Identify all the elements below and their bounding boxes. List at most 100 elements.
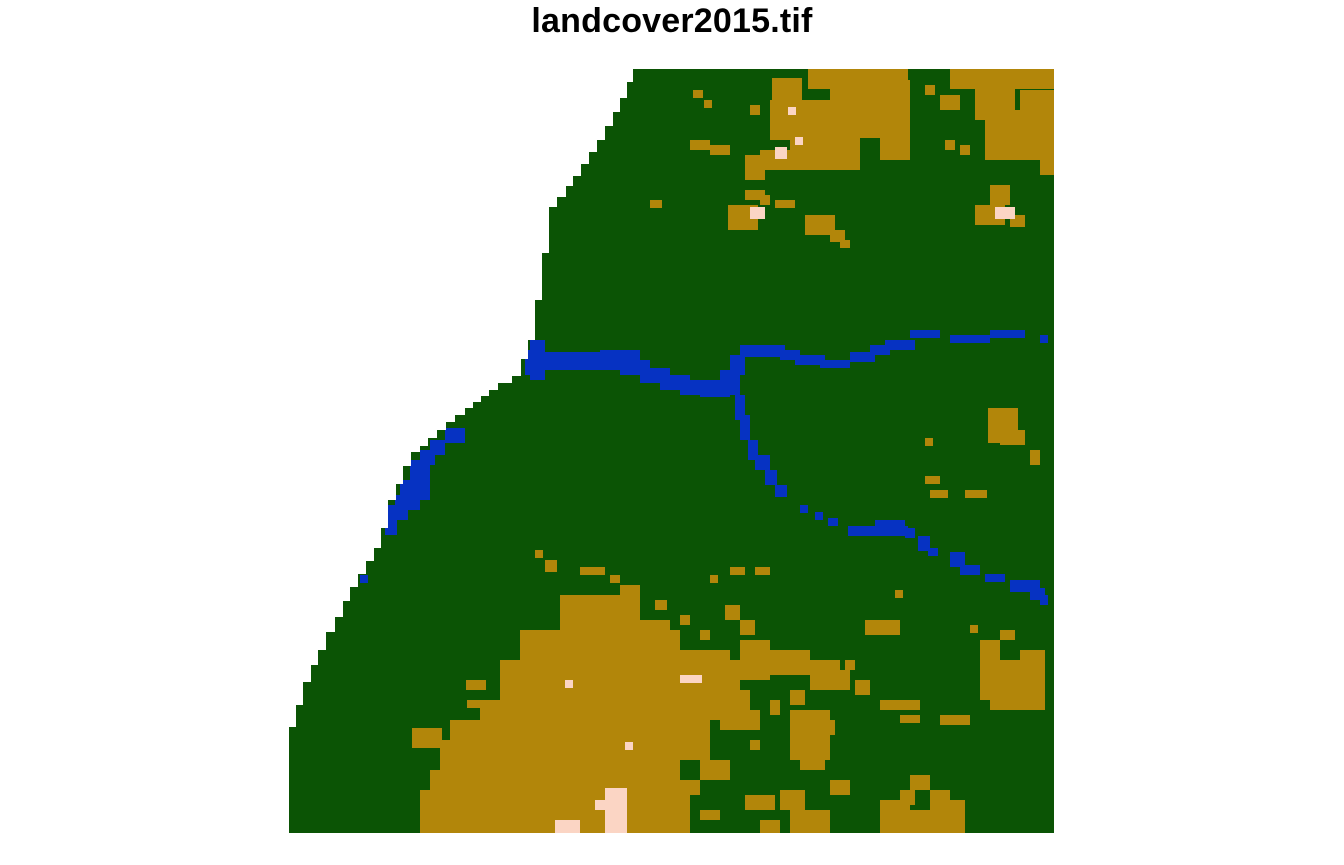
grassland-cell (740, 620, 755, 635)
grassland-cell (990, 700, 1010, 710)
grassland-cell (730, 567, 745, 575)
water-cell (775, 485, 787, 497)
water-cell (960, 565, 980, 575)
grassland-cell (900, 790, 915, 805)
grassland-cell (1030, 700, 1045, 710)
grassland-cell (725, 605, 740, 620)
water-river (360, 330, 1048, 605)
barren-cell (605, 788, 627, 833)
water-cell (990, 330, 1025, 338)
grassland-cell (710, 575, 718, 583)
water-cell (905, 528, 915, 538)
grassland-cell (845, 660, 855, 670)
grassland-cell (760, 195, 770, 205)
grassland-cell (880, 800, 910, 833)
water-cell (815, 512, 823, 520)
barren-cell (788, 107, 796, 115)
map-title: landcover2015.tif (531, 2, 813, 40)
barren-cell (795, 137, 803, 145)
grassland-cell (820, 150, 850, 170)
grassland-cell (790, 810, 830, 833)
grassland-cell (800, 740, 825, 770)
grassland-cell (1000, 430, 1025, 445)
grassland-cell (830, 670, 850, 690)
water-cell (828, 518, 838, 526)
water-cell (885, 340, 915, 350)
water-cell (800, 505, 808, 513)
grassland-cell (630, 760, 680, 790)
grassland-cell (660, 790, 690, 833)
grassland-cell (420, 790, 450, 833)
grassland-cell (467, 700, 482, 708)
grassland-cell (545, 560, 557, 572)
water-cell (848, 526, 908, 536)
grassland-cell (910, 775, 930, 790)
grassland-cell (805, 215, 835, 235)
grassland-cell (895, 590, 903, 598)
grassland-cell (840, 240, 850, 248)
grassland-cell (855, 680, 870, 695)
grassland-cell (750, 740, 760, 750)
water-cell (740, 345, 785, 357)
water-cell (730, 355, 745, 375)
water-cell (850, 352, 875, 362)
grassland-cell (700, 630, 710, 640)
barren-cell (995, 207, 1015, 219)
grassland-cell (820, 720, 835, 735)
grassland-cell (925, 85, 935, 95)
grassland-cell (650, 200, 662, 208)
water-cell (445, 428, 465, 443)
grassland-cell (940, 820, 965, 833)
water-cell (388, 505, 408, 520)
grassland-cell (704, 100, 712, 108)
water-cell (950, 335, 990, 343)
water-cell (385, 520, 397, 535)
grassland-cell (830, 780, 850, 795)
water-cell (780, 350, 800, 360)
grassland-cell (760, 820, 780, 833)
water-cell (748, 440, 758, 460)
grassland-cell (700, 760, 730, 780)
water-cell (950, 552, 965, 567)
grassland-cell (680, 780, 700, 795)
grassland-cell (940, 95, 960, 110)
grassland-cell (620, 585, 640, 600)
grassland-cell (925, 438, 933, 446)
water-cell (765, 470, 777, 485)
water-cell (720, 370, 740, 395)
grassland-cell (945, 140, 955, 150)
grassland-cell (960, 145, 970, 155)
grassland-cell (775, 200, 795, 208)
grassland-cell (655, 600, 667, 610)
water-cell (755, 455, 770, 470)
grassland-cell (700, 810, 720, 820)
water-cell (910, 330, 940, 338)
grassland-cell (900, 715, 920, 723)
water-cell (735, 395, 745, 420)
grassland-cell (680, 615, 690, 625)
grassland-cell (745, 710, 760, 730)
barren-cell (750, 207, 765, 219)
grassland-cell (925, 476, 940, 484)
grassland-cell (412, 728, 442, 748)
water-cell (360, 575, 368, 583)
water-cell (820, 360, 850, 368)
grassland-cell (650, 720, 710, 760)
grassland-cell (880, 100, 910, 160)
grassland-cell (965, 490, 987, 498)
grassland-cell (745, 795, 775, 810)
grassland-cell (1030, 450, 1040, 465)
water-cell (918, 536, 930, 551)
barren-cell (775, 147, 787, 159)
grassland-cell (466, 680, 486, 690)
grassland-cell (790, 650, 810, 675)
grassland-cell (640, 620, 670, 660)
water-cell (928, 548, 938, 556)
water-cell (410, 460, 430, 480)
water-cell (870, 345, 890, 355)
grassland-cell (745, 155, 765, 180)
grassland-cell (1040, 160, 1054, 175)
grassland-cell (750, 105, 760, 115)
grassland-cell (580, 567, 605, 575)
